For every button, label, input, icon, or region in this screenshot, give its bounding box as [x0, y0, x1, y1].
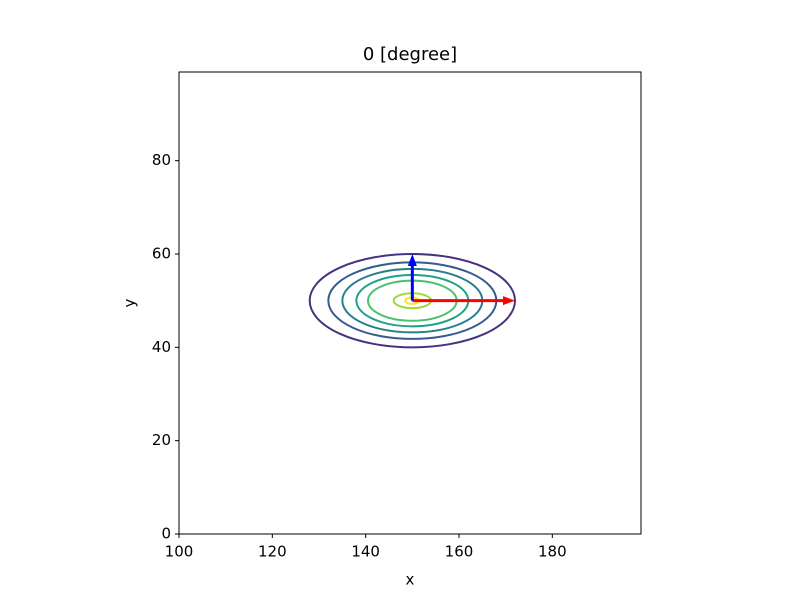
y-tick-label: 0	[161, 525, 171, 543]
arrow-head	[407, 254, 417, 266]
y-tick-label: 80	[152, 151, 171, 169]
x-tick-label: 120	[258, 543, 287, 561]
arrow	[412, 296, 515, 306]
chart-title: 0 [degree]	[363, 44, 457, 65]
y-tick-label: 40	[152, 338, 171, 356]
y-tick-label: 20	[152, 431, 171, 449]
x-tick-label: 160	[445, 543, 474, 561]
arrow	[407, 254, 417, 301]
x-tick-label: 180	[538, 543, 567, 561]
y-axis-label: y	[121, 298, 139, 307]
plot-frame	[178, 71, 642, 535]
x-tick-label: 100	[165, 543, 194, 561]
x-tick-label: 140	[351, 543, 380, 561]
arrow-head	[503, 296, 515, 306]
y-tick-label: 60	[152, 245, 171, 263]
x-axis-label: x	[406, 571, 415, 589]
